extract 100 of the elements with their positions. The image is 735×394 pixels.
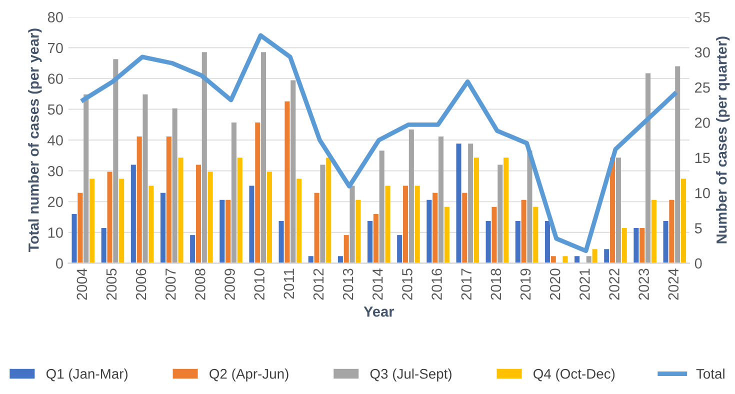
legend-label: Q4 (Oct-Dec) <box>534 368 615 382</box>
legend-label: Q2 (Apr-Jun) <box>210 368 288 382</box>
bar <box>166 136 172 264</box>
bar <box>426 200 432 264</box>
bar <box>142 94 148 264</box>
bar <box>634 228 639 264</box>
bar <box>640 228 645 264</box>
x-tick-label: 2011 <box>284 268 294 299</box>
legend-label: Q3 (Jul-Sept) <box>370 368 452 382</box>
bar <box>190 235 196 264</box>
bar <box>226 200 231 264</box>
bar <box>646 73 651 264</box>
bar <box>550 256 556 264</box>
bar <box>249 186 254 264</box>
bar <box>604 249 610 264</box>
x-tick-label: 2006 <box>136 268 146 300</box>
bar <box>397 235 402 264</box>
bar <box>278 220 284 264</box>
y2-tick-label: 10 <box>695 188 710 198</box>
bar <box>296 178 302 264</box>
line-series <box>80 33 677 254</box>
bar <box>314 192 320 264</box>
y-tick-label: 40 <box>48 135 63 146</box>
bar <box>178 158 184 264</box>
bar <box>521 200 526 264</box>
bar <box>675 66 680 264</box>
legend-label: Q1 (Jan-Mar) <box>46 368 128 382</box>
bar <box>444 206 450 264</box>
bar <box>172 108 178 264</box>
x-tick-label: 2019 <box>520 268 531 300</box>
bar <box>261 52 266 264</box>
bar <box>379 150 384 264</box>
x-tick-label: 2009 <box>224 268 235 300</box>
bar <box>622 228 627 264</box>
bar <box>136 136 142 264</box>
y-tick-label: 50 <box>48 104 63 115</box>
bar <box>663 220 668 264</box>
y-tick-label: 20 <box>48 196 63 208</box>
bar <box>438 136 444 264</box>
bar <box>338 256 343 264</box>
bar <box>574 256 580 264</box>
x-tick-label: 2014 <box>372 268 383 300</box>
y2-tick-label: 0 <box>694 258 702 269</box>
y2-axis-title: Number of cases (per quarter) <box>716 36 730 244</box>
bar <box>402 186 408 264</box>
x-axis-title: Year <box>364 306 394 317</box>
x-tick-label: 2022 <box>609 268 620 300</box>
x-tick-label: 2008 <box>195 268 206 300</box>
bar <box>681 178 686 264</box>
y-tick-label: 80 <box>48 12 63 22</box>
y2-tick-label: 15 <box>695 152 710 164</box>
x-tick-label: 2020 <box>550 268 560 300</box>
bar <box>101 228 106 264</box>
bar <box>562 256 568 264</box>
bar <box>196 164 201 264</box>
bar <box>350 186 355 264</box>
bar <box>651 200 656 264</box>
bar <box>255 122 260 264</box>
bar <box>432 192 438 264</box>
y-tick-label: 0 <box>56 258 63 269</box>
y-tick-label: 70 <box>48 42 63 54</box>
x-tick-label: 2015 <box>402 268 412 300</box>
bar <box>237 158 242 264</box>
bar <box>468 144 474 264</box>
y-axis-title: Total number of cases (per year) <box>28 28 42 252</box>
x-tick-label: 2010 <box>254 268 265 300</box>
x-tick-label: 2007 <box>165 268 176 300</box>
bar <box>544 220 550 264</box>
bar <box>290 80 296 264</box>
y-tick-label: 30 <box>48 166 63 176</box>
y2-tick-label: 5 <box>694 223 702 234</box>
bar <box>160 192 166 264</box>
x-tick-label: 2013 <box>342 268 354 300</box>
bar <box>208 172 213 264</box>
x-tick-label: 2004 <box>76 268 88 300</box>
bar <box>504 158 509 264</box>
bar <box>90 178 95 264</box>
bar <box>119 178 124 264</box>
x-tick-label: 2012 <box>313 268 324 300</box>
bar <box>113 59 118 264</box>
bar <box>408 130 414 264</box>
bar <box>527 150 532 264</box>
y2-tick-label: 20 <box>695 118 710 128</box>
bar <box>610 158 616 264</box>
bar <box>373 214 378 264</box>
bar <box>320 164 326 264</box>
bar <box>669 200 674 264</box>
bar <box>202 52 207 264</box>
bar <box>515 220 520 264</box>
bar <box>414 186 420 264</box>
bar <box>344 235 349 264</box>
bar <box>130 164 136 264</box>
bar <box>84 94 89 264</box>
x-tick-label: 2016 <box>432 268 442 300</box>
bar <box>492 206 497 264</box>
bar <box>586 256 592 264</box>
bar <box>356 200 361 264</box>
bar <box>326 158 332 264</box>
bar <box>72 214 77 264</box>
bar <box>385 186 390 264</box>
